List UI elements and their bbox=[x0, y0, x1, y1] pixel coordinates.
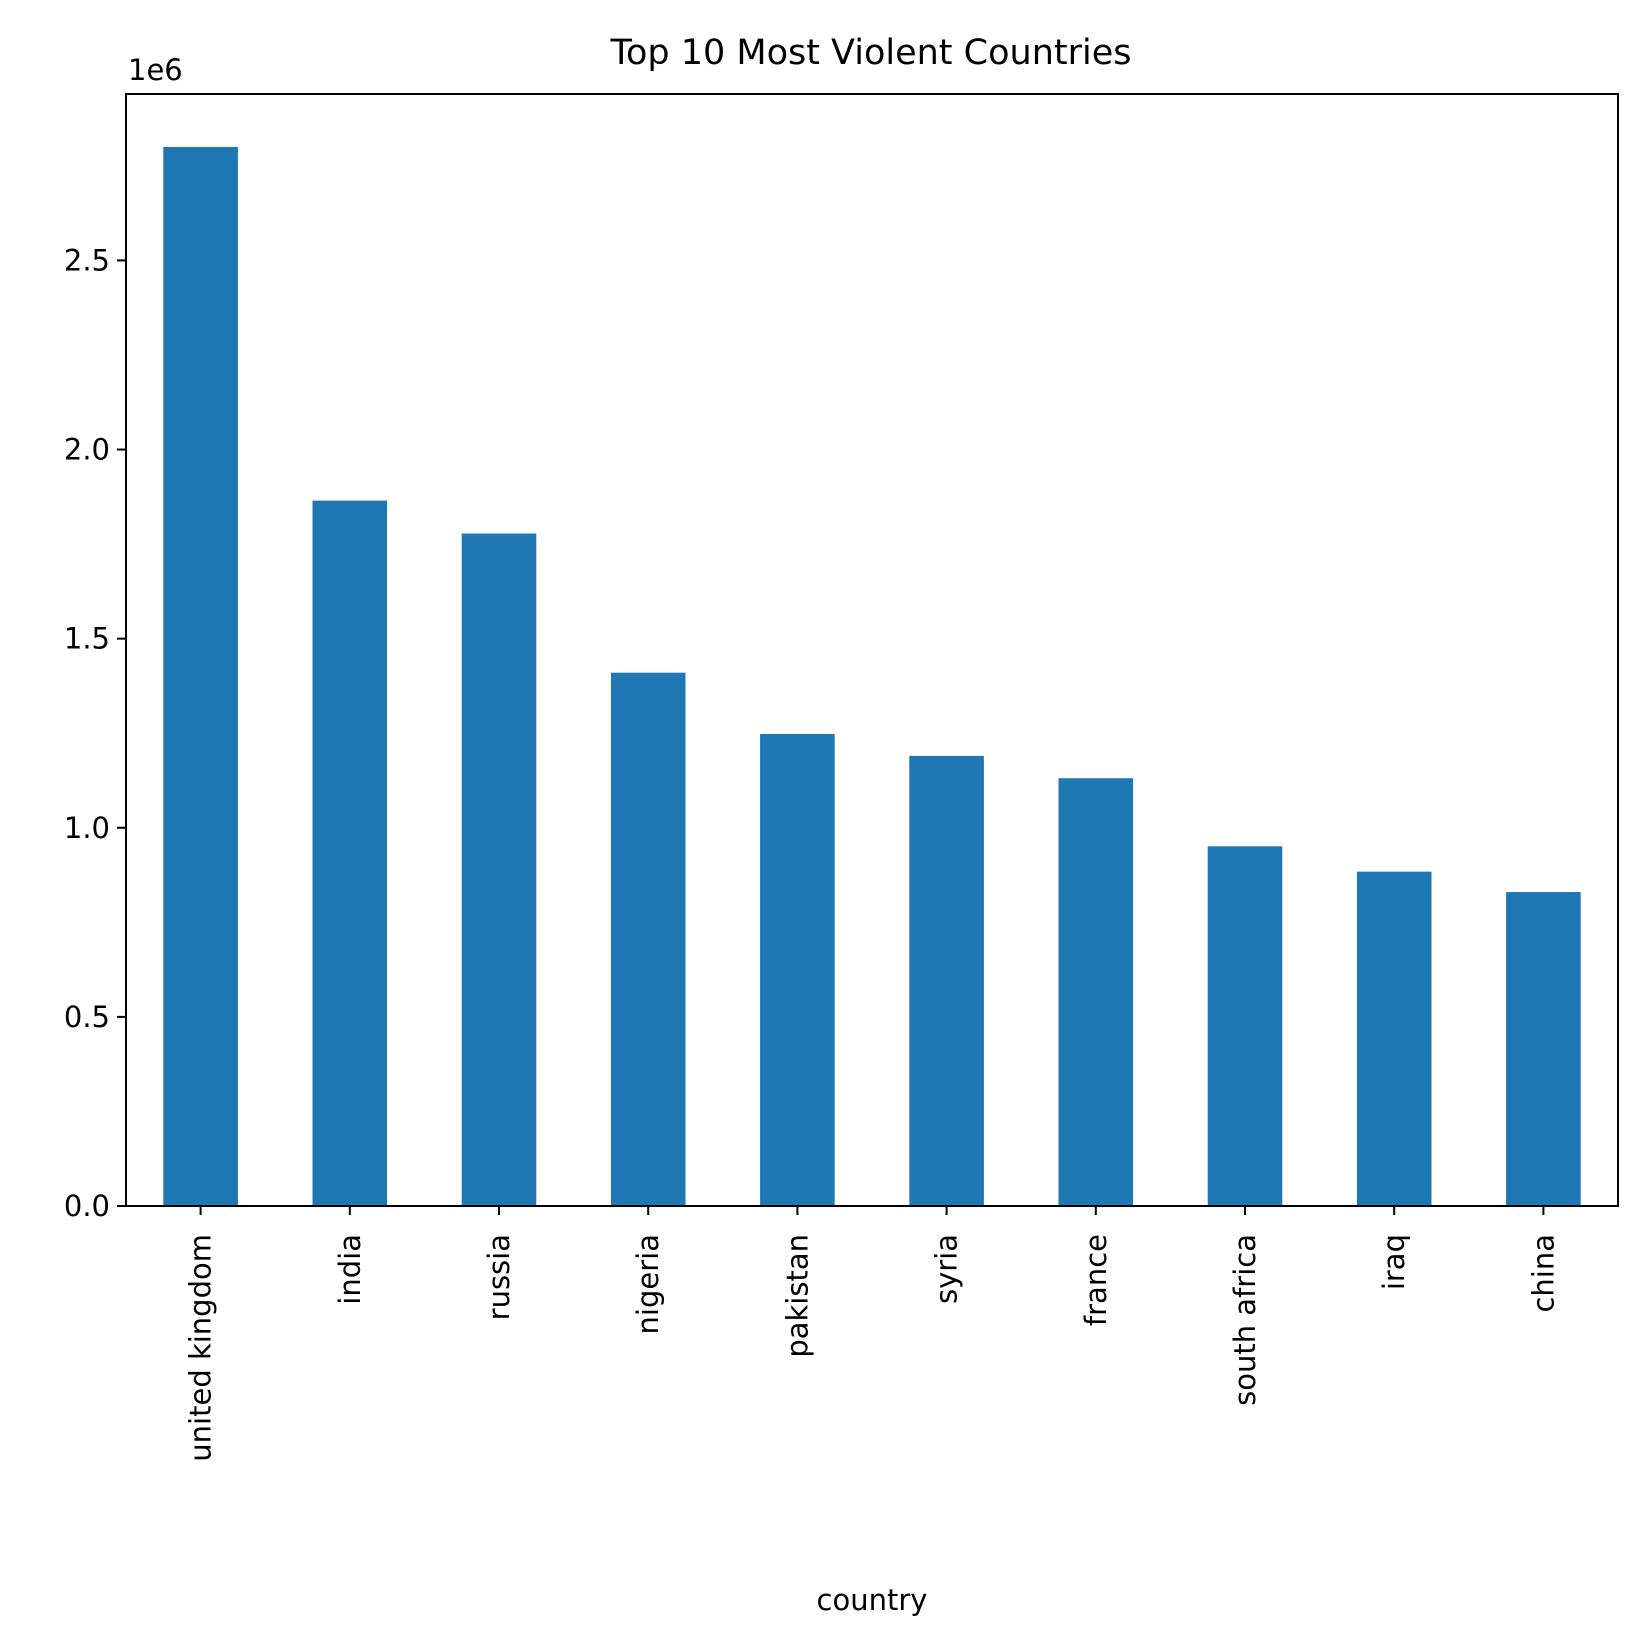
y-tick-label: 0.0 bbox=[64, 1189, 110, 1223]
bar-united-kingdom bbox=[163, 146, 238, 1207]
bar-india bbox=[312, 500, 388, 1207]
bar-south-africa bbox=[1207, 846, 1283, 1206]
x-tick-label: syria bbox=[930, 1234, 964, 1304]
x-axis-label: country bbox=[817, 1583, 928, 1617]
y-tick-label: 1.5 bbox=[64, 622, 110, 656]
plot-area-frame bbox=[125, 93, 1619, 1207]
bars-group bbox=[163, 146, 1581, 1207]
y-tick-label: 2.5 bbox=[64, 243, 110, 277]
bar-iraq bbox=[1356, 871, 1432, 1206]
x-tick-label: france bbox=[1079, 1234, 1113, 1326]
x-tick-label: india bbox=[333, 1234, 367, 1305]
y-tick-label: 1.0 bbox=[64, 811, 110, 845]
bar-pakistan bbox=[760, 733, 835, 1206]
y-axis-ticks: 0.0 0.5 1.0 1.5 2.0 2.5 bbox=[64, 243, 126, 1223]
bar-syria bbox=[909, 755, 984, 1206]
bar-china bbox=[1506, 892, 1581, 1206]
x-tick-label: russia bbox=[482, 1234, 516, 1320]
x-tick-label: china bbox=[1526, 1234, 1560, 1313]
chart-title: Top 10 Most Violent Countries bbox=[610, 33, 1132, 73]
y-tick-label: 2.0 bbox=[64, 433, 110, 467]
x-tick-label: iraq bbox=[1377, 1234, 1411, 1290]
y-axis-offset-label: 1e6 bbox=[128, 53, 183, 87]
bar-france bbox=[1058, 778, 1134, 1206]
x-tick-label: south africa bbox=[1228, 1234, 1262, 1406]
bar-nigeria bbox=[610, 672, 686, 1206]
x-tick-label: pakistan bbox=[780, 1234, 814, 1358]
bar-russia bbox=[461, 533, 537, 1206]
x-axis-ticks: united kingdom india russia nigeria pakistan… bbox=[184, 1206, 1560, 1462]
x-tick-label: united kingdom bbox=[184, 1234, 218, 1462]
y-tick-label: 0.5 bbox=[64, 1000, 110, 1034]
x-tick-label: nigeria bbox=[631, 1234, 665, 1334]
